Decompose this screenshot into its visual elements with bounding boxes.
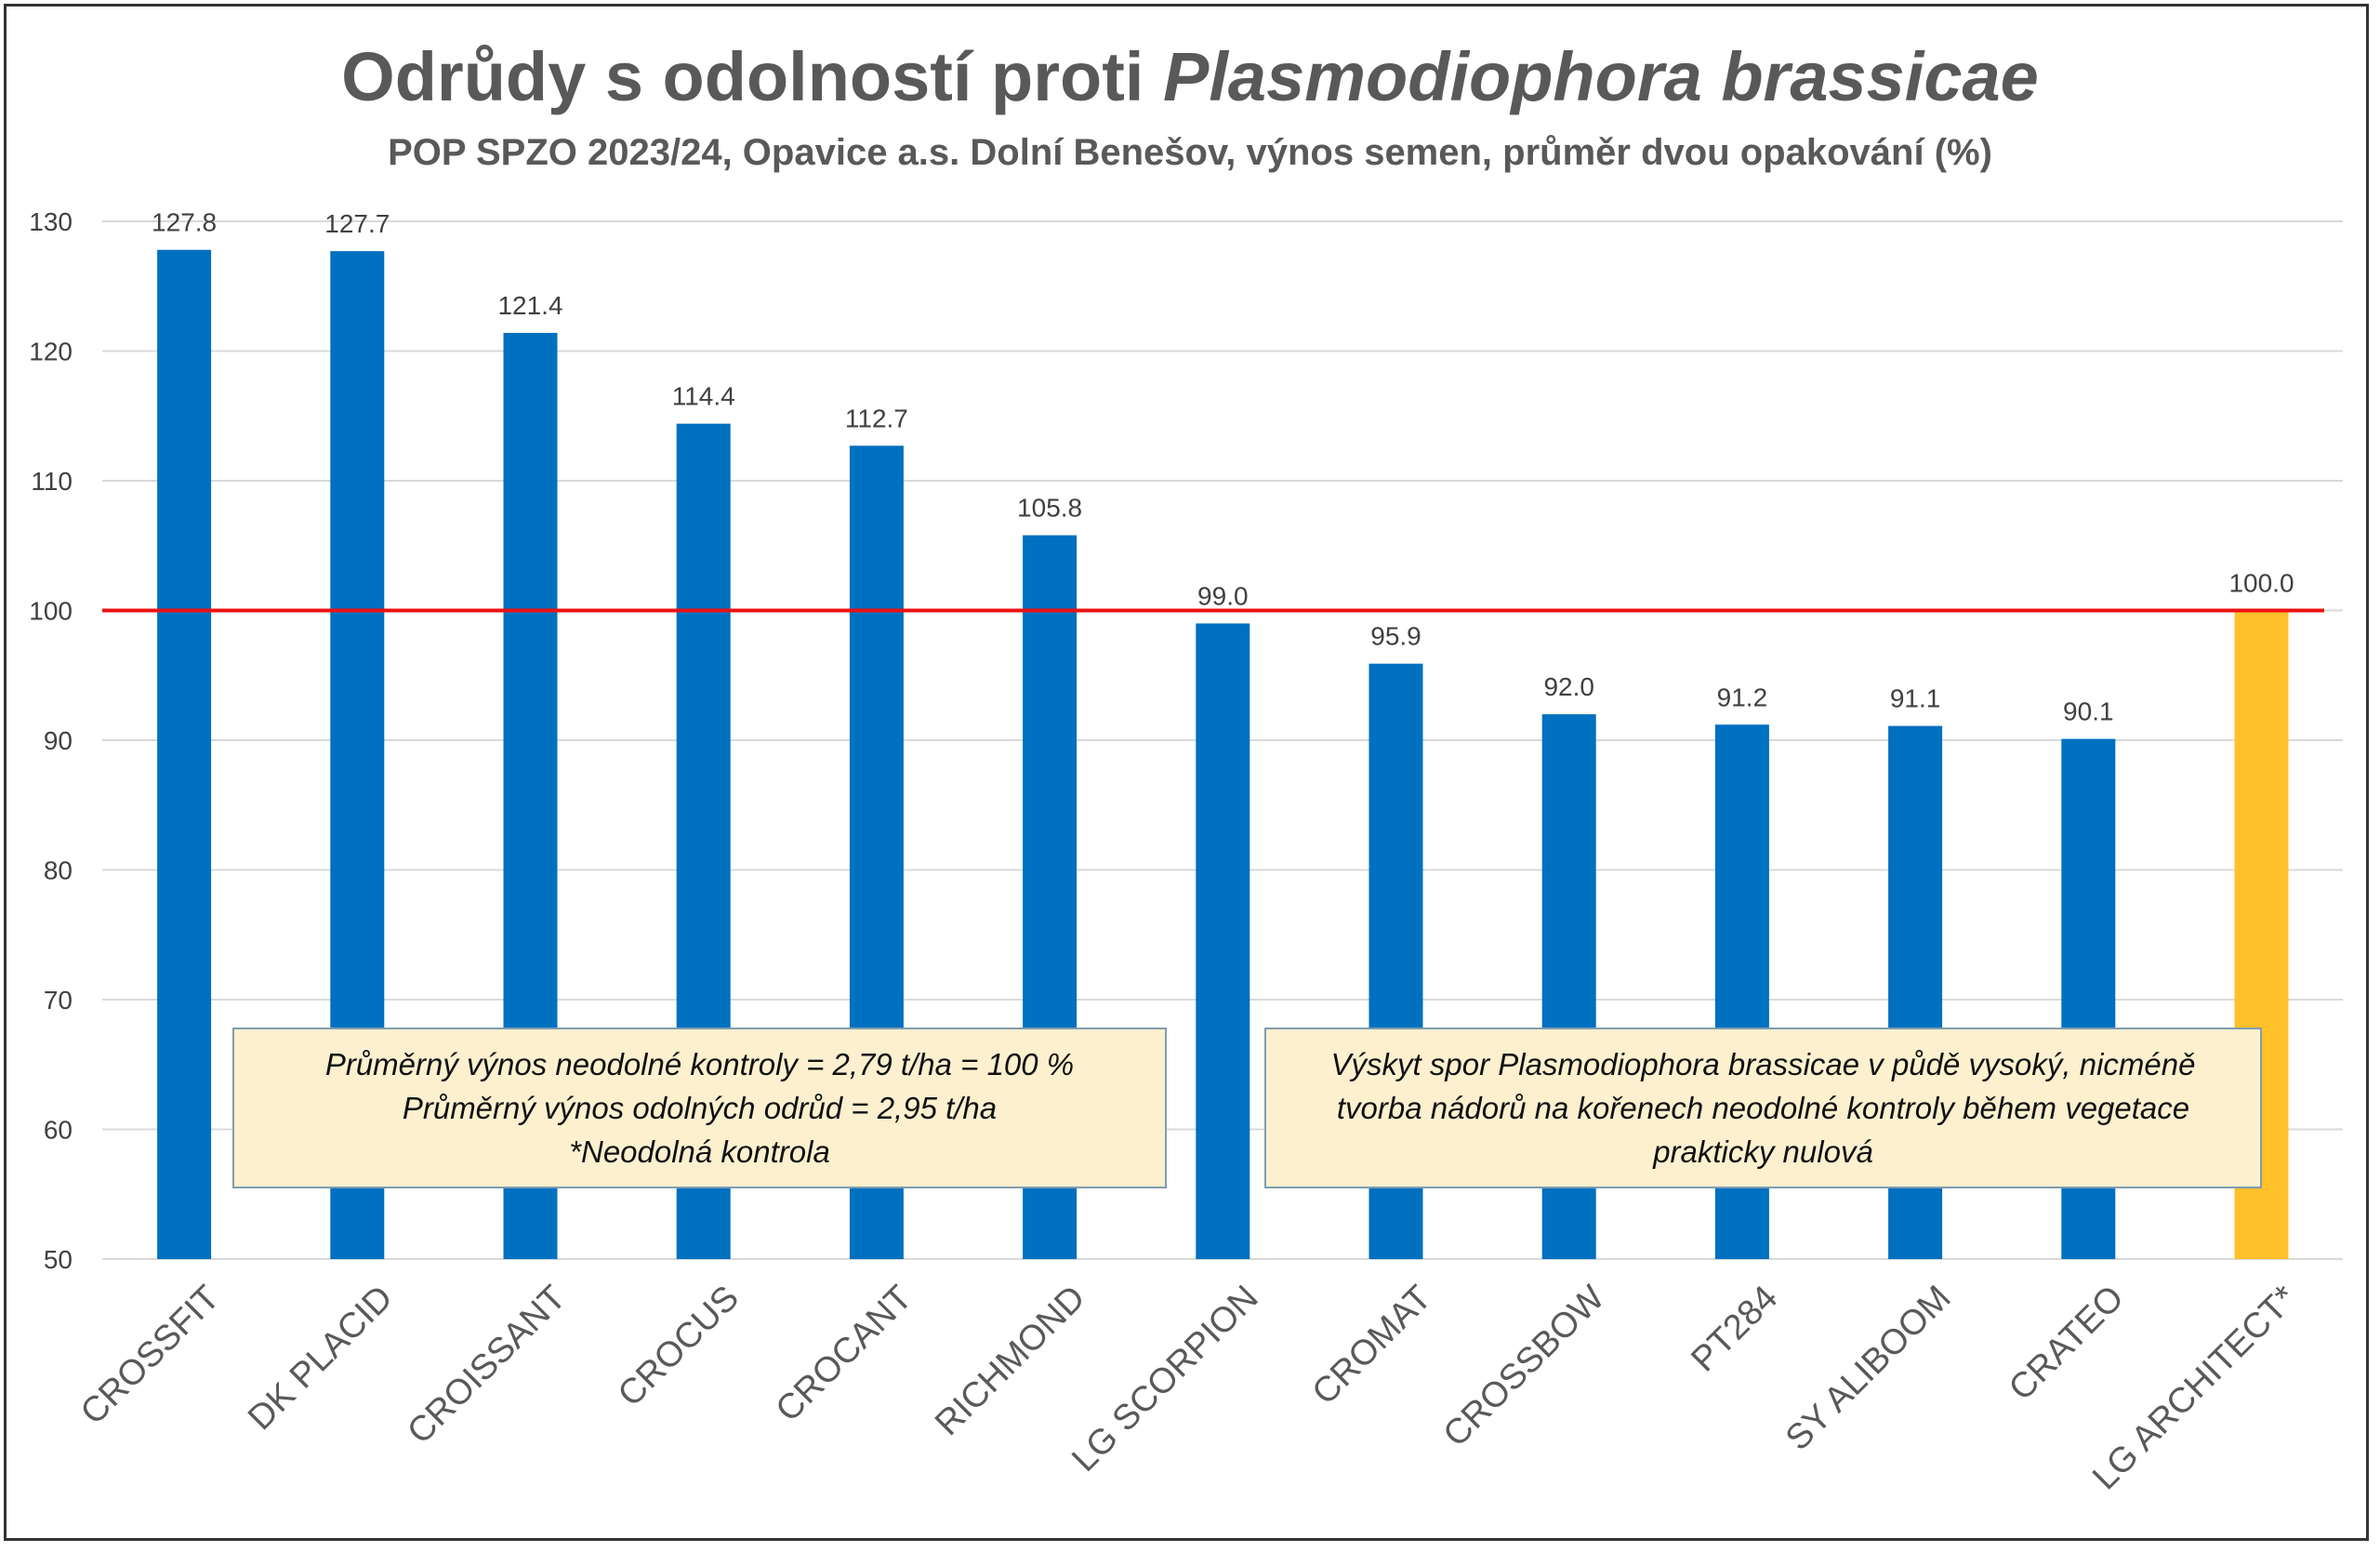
note-line: prakticky nulová [1653, 1134, 1873, 1169]
data-label: 127.8 [152, 208, 217, 237]
x-tick-label: DK PLACID [241, 1279, 401, 1439]
x-tick-label: LG SCORPION [1064, 1279, 1265, 1479]
data-label: 121.4 [497, 291, 562, 320]
data-label: 92.0 [1543, 672, 1594, 701]
x-tick-label: CROMAT [1305, 1279, 1439, 1413]
note-line: tvorba nádorů na kořenech neodolné kontr… [1336, 1091, 2190, 1125]
x-tick-label: PT284 [1684, 1279, 1785, 1380]
data-label: 100.0 [2228, 569, 2294, 598]
data-label: 112.7 [845, 404, 908, 432]
x-tick-label: CROISSANT [400, 1279, 573, 1452]
x-tick-label: CROCANT [769, 1279, 920, 1430]
x-tick-label: CROCUS [611, 1279, 747, 1414]
chart-title-italic: Plasmodiophora brassicae [1163, 38, 2039, 115]
note-box-clubroot: Výskyt spor Plasmodiophora brassicae v p… [1264, 1028, 2262, 1188]
chart-title: Odrůdy s odolností proti Plasmodiophora … [0, 37, 2380, 116]
chart-title-regular: Odrůdy s odolností proti [341, 38, 1164, 115]
note-line: Průměrný výnos neodolné kontroly = 2,79 … [324, 1047, 1075, 1081]
x-tick-label: CROSSFIT [73, 1279, 228, 1433]
y-tick-label: 110 [31, 467, 73, 496]
y-tick-label: 70 [44, 986, 73, 1015]
note-line: Výskyt spor Plasmodiophora brassicae v p… [1330, 1047, 2196, 1081]
data-label: 127.7 [324, 209, 390, 238]
note-line: *Neodolná kontrola [569, 1134, 830, 1169]
chart-subtitle: POP SPZO 2023/24, Opavice a.s. Dolní Ben… [388, 132, 1992, 173]
note-line: Průměrný výnos odolných odrůd = 2,95 t/h… [402, 1091, 998, 1125]
y-tick-label: 90 [44, 726, 73, 755]
y-tick-label: 100 [29, 597, 73, 626]
data-label: 114.4 [672, 382, 735, 411]
bar [1196, 623, 1250, 1259]
note-box-yield: Průměrný výnos neodolné kontroly = 2,79 … [232, 1028, 1167, 1188]
data-label: 91.2 [1717, 683, 1768, 711]
y-tick-label: 50 [44, 1245, 73, 1274]
chart-frame [4, 4, 2369, 1541]
bar [157, 249, 212, 1260]
data-label: 90.1 [2063, 697, 2114, 726]
y-tick-label: 130 [29, 207, 73, 236]
x-tick-label: CROSSBOW [1436, 1279, 1613, 1455]
data-label: 95.9 [1370, 622, 1421, 651]
x-tick-label: SY ALIBOOM [1778, 1279, 1958, 1458]
y-tick-label: 60 [44, 1116, 73, 1145]
y-tick-label: 120 [29, 338, 73, 366]
data-label: 91.1 [1890, 684, 1941, 713]
y-tick-label: 80 [44, 856, 73, 885]
x-tick-label: RICHMOND [928, 1279, 1092, 1443]
x-tick-label: CRATEO [2002, 1279, 2132, 1409]
data-label: 99.0 [1197, 581, 1249, 610]
data-label: 105.8 [1017, 494, 1082, 523]
